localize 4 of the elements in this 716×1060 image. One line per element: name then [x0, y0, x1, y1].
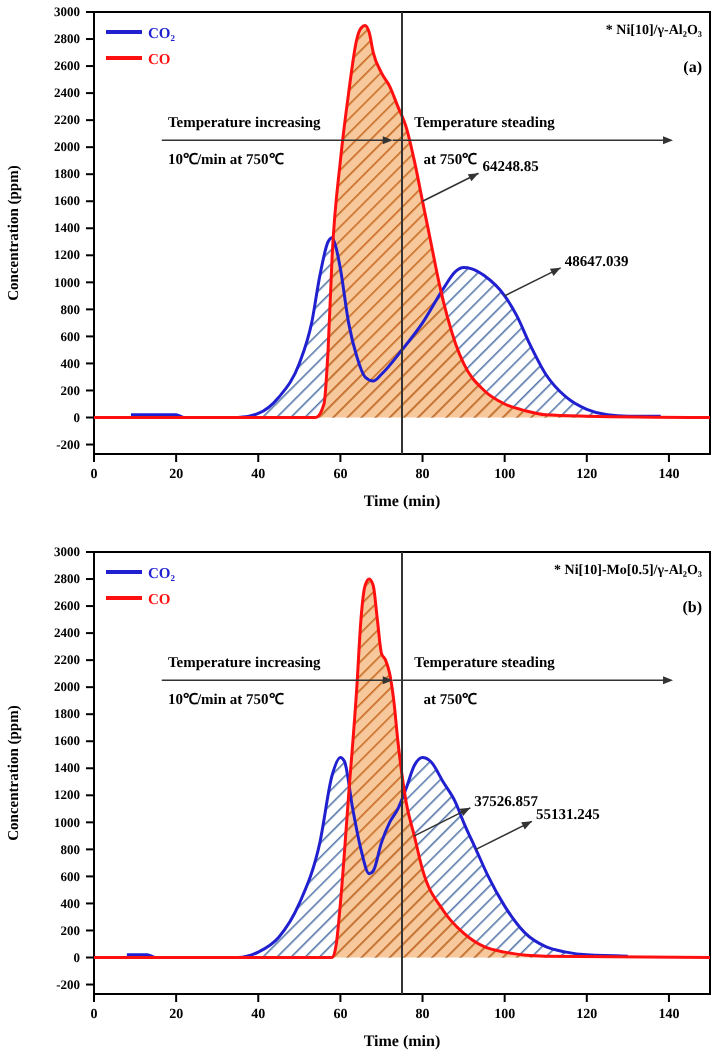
annotation: (a) [683, 58, 703, 76]
x-axis-title: Time (min) [363, 492, 441, 510]
x-axis-title: Time (min) [363, 1032, 441, 1050]
annotation: (b) [682, 598, 703, 616]
